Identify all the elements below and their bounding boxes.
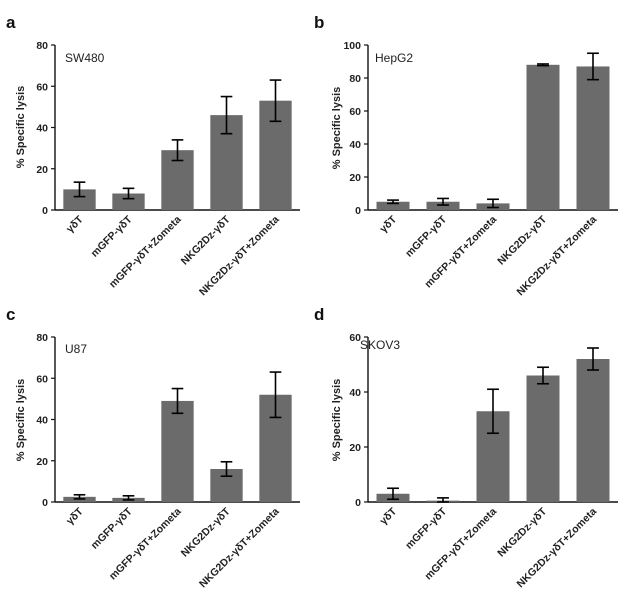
- panel-d: d SKOV3 % Specific lysis 0 20 40 60 γδT mGFP-…: [314, 305, 618, 590]
- panel-c-cell-line: U87: [65, 342, 87, 356]
- panel-c-bar: [161, 400, 194, 502]
- panel-c-y-tick-label: 60: [36, 373, 48, 385]
- panel-a-y-axis-title: % Specific lysis: [15, 86, 27, 169]
- panel-a-category-label: mGFP-γδT: [89, 213, 135, 259]
- panel-a: a SW480 % Specific lysis 0 20 40 60 80 γδT mGF…: [6, 13, 300, 298]
- panel-a-category-label: γδT: [64, 213, 86, 235]
- panel-a-y-tick-label: 0: [42, 205, 48, 217]
- panel-b-bar: [376, 201, 410, 210]
- panel-d-y-tick-label: 40: [349, 387, 361, 399]
- panel-d-category-label: NKG2Dz-γδT: [495, 505, 549, 559]
- panel-d-bar: [526, 375, 560, 502]
- panel-d-cell-line: SKOV3: [360, 338, 400, 352]
- panel-d-letter: d: [314, 305, 324, 324]
- panel-b: b HepG2 % Specific lysis 0 20 40 60 80 100 γδT…: [314, 13, 618, 298]
- panel-c-y-tick-label: 20: [36, 456, 48, 468]
- panel-c-category-label: γδT: [64, 505, 86, 527]
- panel-c: c U87 % Specific lysis 0 20 40 60 80 γδT mGFP-…: [6, 305, 300, 590]
- panel-b-category-label: mGFP-γδT: [403, 213, 449, 259]
- panel-b-y-tick-label: 0: [355, 205, 361, 217]
- panel-d-bar: [576, 359, 610, 502]
- panel-a-y-tick-label: 60: [36, 81, 48, 93]
- panel-a-letter: a: [6, 13, 16, 32]
- panel-c-y-tick-label: 40: [36, 415, 48, 427]
- panel-a-category-label: NKG2Dz-γδT: [179, 213, 233, 267]
- panel-a-y-tick-label: 80: [36, 40, 48, 52]
- panel-b-y-tick-label: 60: [349, 106, 361, 118]
- panel-c-y-tick-label: 0: [42, 497, 48, 509]
- panel-d-y-tick-label: 0: [355, 497, 361, 509]
- panel-b-letter: b: [314, 13, 324, 32]
- panel-c-letter: c: [6, 305, 15, 324]
- panel-a-bar: [63, 189, 96, 210]
- panel-a-bar: [112, 193, 145, 210]
- panel-b-category-label: NKG2Dz-γδT: [495, 213, 549, 267]
- panel-b-bar: [526, 64, 560, 210]
- panel-d-y-axis-title: % Specific lysis: [331, 379, 343, 462]
- panel-b-y-tick-label: 20: [349, 172, 361, 184]
- panel-d-category-label: γδT: [377, 505, 399, 527]
- panel-b-category-label: γδT: [377, 213, 399, 235]
- panel-c-category-label: NKG2Dz-γδT: [179, 505, 233, 559]
- panel-b-y-tick-label: 100: [343, 40, 361, 52]
- panel-b-bar: [576, 66, 610, 210]
- panel-a-y-tick-label: 20: [36, 164, 48, 176]
- panel-a-cell-line: SW480: [65, 51, 105, 65]
- panel-b-cell-line: HepG2: [375, 51, 413, 65]
- panel-c-category-label: NKG2Dz-γδT+Zometa: [197, 506, 282, 591]
- panel-d-y-tick-label: 60: [349, 332, 361, 344]
- panel-d-category-label: mGFP-γδT: [403, 505, 449, 551]
- panel-b-y-axis-title: % Specific lysis: [331, 87, 343, 170]
- panel-b-bar: [426, 201, 460, 210]
- panel-a-category-label: NKG2Dz-γδT+Zometa: [197, 214, 282, 299]
- panel-c-y-axis-title: % Specific lysis: [15, 379, 27, 462]
- panel-d-y-tick-label: 20: [349, 442, 361, 454]
- panel-b-y-tick-label: 80: [349, 73, 361, 85]
- panel-a-y-tick-label: 40: [36, 123, 48, 135]
- panel-b-y-tick-label: 40: [349, 139, 361, 151]
- panel-c-y-tick-label: 80: [36, 332, 48, 344]
- panel-c-category-label: mGFP-γδT: [89, 505, 135, 551]
